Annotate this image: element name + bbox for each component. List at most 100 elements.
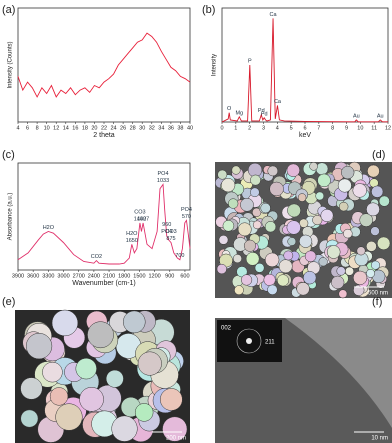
x-tick-label: 2100 [103,273,115,279]
x-tick-label: 4 [276,125,279,131]
panel-label: (e) [2,296,15,308]
inset-label: 211 [265,340,275,346]
annotation: Ca [270,12,278,18]
data-line [17,183,191,265]
x-tick-label: 0 [220,125,223,131]
particle [367,164,380,178]
annotation: Au [353,113,360,119]
particle [286,220,301,235]
annotation: H2O [126,231,138,237]
x-tick-label: 2 [248,125,251,131]
data-line [17,32,191,98]
particle [245,252,260,266]
particle [286,163,300,177]
particle [162,416,188,442]
particle [370,260,380,270]
particle [237,222,252,237]
particle [371,185,384,198]
particle [218,234,229,245]
particle [338,289,348,299]
particle [137,351,162,376]
x-tick-label: 12 [53,125,59,131]
particle [303,271,317,285]
particle [105,369,124,388]
particle [267,284,278,295]
plot-frame [221,7,389,123]
panel-label: (c) [2,149,15,161]
particle [250,187,260,198]
particle [20,377,43,400]
annotation: Au [377,113,384,119]
x-tick-label: 2400 [88,273,100,279]
particle [216,263,227,275]
scale-bar-label: 200 nm [166,436,186,442]
particle [79,387,104,412]
panel-label: (a) [2,4,15,16]
particle [366,268,375,278]
x-tick-label: 8 [331,125,334,131]
particle [75,357,97,380]
particle [267,165,279,177]
particle [359,213,373,227]
x-tick-label: 3000 [57,273,69,279]
particle [252,220,262,230]
annotation: 1033 [157,178,169,184]
x-tick-label: 1800 [118,273,130,279]
annotation: Pd [258,108,265,114]
annotation: O [227,106,232,112]
particle [283,250,294,261]
annotation: 700 [175,253,184,259]
particle [231,165,241,175]
x-tick-label: 20 [91,125,97,131]
x-tick-label: 26 [120,125,126,131]
particle [343,228,353,239]
x-tick-label: 3 [262,125,265,131]
particle [378,195,390,207]
annotation: 875 [166,236,175,242]
annotation: Pd [261,111,268,117]
scale-bar-label: 500 nm [368,291,388,297]
x-tick-label: 32 [149,125,155,131]
annotation: PO4 [181,207,192,213]
particle [317,173,331,188]
particle [304,250,317,263]
x-tick-label: 1200 [148,273,160,279]
particle [25,332,53,360]
particle [331,275,345,290]
diffraction-ring [236,328,262,354]
particle [250,174,261,186]
particle [221,178,236,193]
particle [336,266,346,276]
particle [320,209,334,222]
particle [232,254,242,264]
particle [222,220,235,232]
x-tick-label: 5 [290,125,293,131]
particles [20,309,188,443]
particle [234,285,244,295]
x-tick-label: 11 [371,125,377,131]
annotation: Ca [274,99,282,105]
plot-frame [17,7,191,123]
data-line [221,18,388,123]
x-tick-label: 18 [82,125,88,131]
diffraction-center [246,338,252,344]
particle [296,282,310,296]
particle [376,236,391,250]
x-tick-label: 4 [16,125,19,131]
particle [287,237,297,246]
x-tick-label: 9 [345,125,348,131]
x-tick-label: 2700 [73,273,85,279]
scale-bar-label: 10 nm [371,436,388,442]
panel-label: (b) [202,4,215,16]
x-tick-label: 900 [165,273,174,279]
annotation: Mg [235,110,243,116]
annotation: 570 [182,214,191,220]
x-axis-label: keV [299,132,311,139]
particle [243,239,257,252]
particle [111,415,138,442]
particle [370,226,380,236]
x-axis-label: 2 theta [93,132,115,139]
particle [160,388,183,411]
annotation: 1490 [134,216,146,222]
